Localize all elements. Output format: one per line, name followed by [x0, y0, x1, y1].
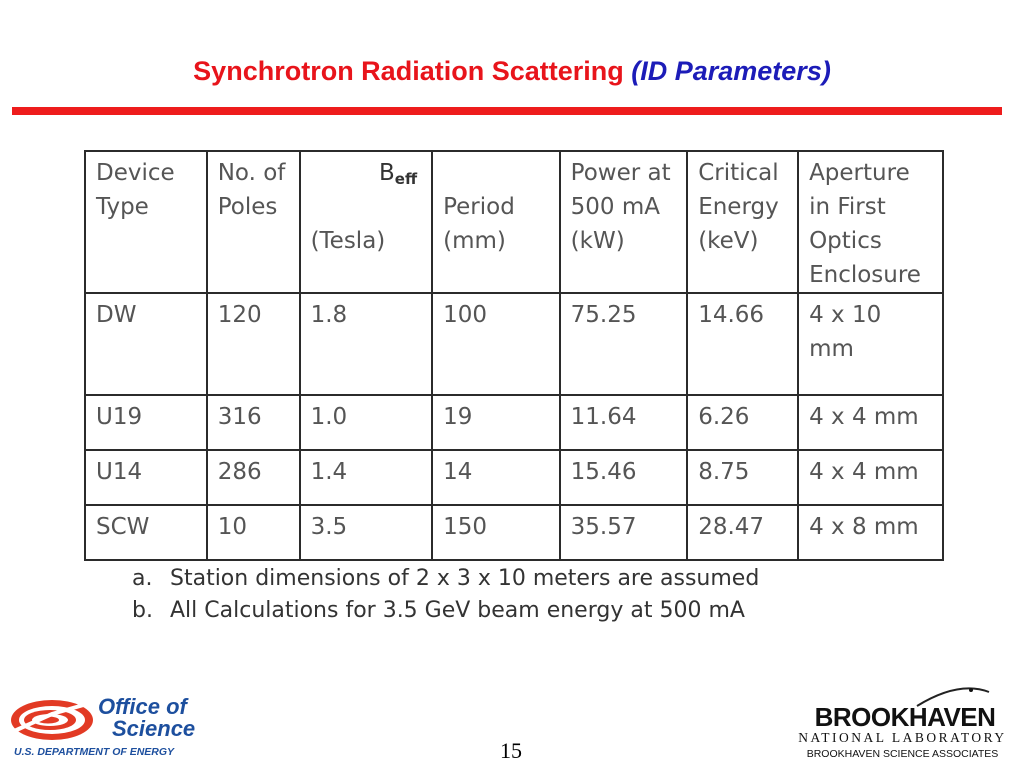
cell-poles: 10	[205, 503, 301, 562]
header-text: Enclosure	[809, 262, 921, 288]
beff-main: B	[378, 160, 395, 186]
beff-symbol: Beff	[311, 156, 422, 224]
cell-critical-energy: 28.47	[686, 503, 800, 562]
doe-line-3: U.S. DEPARTMENT OF ENERGY	[14, 746, 175, 758]
header-text: Type	[96, 194, 149, 220]
table-row: U19 316 1.0 19 11.64 6.26 4 x 4 mm	[84, 393, 944, 451]
note-key: b.	[132, 598, 153, 623]
note-item: b. All Calculations for 3.5 GeV beam ene…	[132, 595, 759, 627]
header-unit: (kW)	[570, 228, 625, 254]
cell-critical-energy: 14.66	[686, 292, 800, 396]
header-critical-energy: Critical Energy (keV)	[686, 150, 800, 294]
note-text: Station dimensions of 2 x 3 x 10 meters …	[170, 566, 760, 591]
header-text: Poles	[217, 194, 278, 220]
cell-poles: 316	[205, 393, 301, 451]
cell-poles: 120	[205, 292, 301, 396]
note-key: a.	[132, 566, 153, 591]
title-sub: (ID Parameters)	[631, 56, 831, 86]
header-text: Power at	[570, 160, 671, 186]
header-power: Power at 500 mA (kW)	[558, 150, 689, 294]
header-unit: (Tesla)	[310, 228, 386, 254]
doe-swirl-icon	[11, 700, 95, 740]
brookhaven-logo: BROOKHAVEN NATIONAL LABORATORY BROOKHAVE…	[795, 687, 1010, 764]
cell-beff: 3.5	[298, 503, 434, 562]
beff-sub: eff	[394, 170, 418, 188]
cell-critical-energy: 6.26	[686, 393, 800, 451]
cell-critical-energy: 8.75	[686, 448, 800, 506]
table-row: SCW 10 3.5 150 35.57 28.47 4 x 8 mm	[84, 503, 944, 562]
bnl-lab: NATIONAL LABORATORY	[798, 730, 1007, 745]
header-text: 500 mA	[570, 194, 661, 220]
office-of-science-logo: Office of Science U.S. DEPARTMENT OF ENE…	[8, 694, 213, 762]
header-period: Period (mm)	[431, 150, 561, 294]
bnl-name: BROOKHAVEN	[814, 702, 996, 732]
header-text: Optics	[809, 228, 882, 254]
cell-aperture: 4 x 10 mm	[797, 292, 944, 396]
cell-aperture: 4 x 4 mm	[797, 448, 944, 506]
cell-device: U14	[84, 448, 208, 506]
cell-power: 75.25	[558, 292, 689, 396]
spacer	[443, 156, 549, 190]
title-divider	[12, 107, 1002, 115]
table-row: DW 120 1.8 100 75.25 14.66 4 x 10 mm	[84, 292, 944, 396]
page-number: 15	[500, 738, 522, 763]
header-unit: (keV)	[698, 228, 759, 254]
header-text: Aperture	[809, 160, 910, 186]
cell-power: 11.64	[558, 393, 689, 451]
cell-device: SCW	[84, 503, 208, 562]
header-text: No. of	[217, 160, 286, 186]
bnl-swoosh-icon	[916, 687, 990, 707]
header-text: in First	[809, 194, 886, 220]
header-text: Period	[443, 194, 515, 220]
header-text: Critical	[698, 160, 779, 186]
cell-period: 150	[431, 503, 561, 562]
header-text: Device	[96, 160, 175, 186]
cell-power: 35.57	[558, 503, 689, 562]
table-header-row: Device Type No. of Poles Beff (Tesla) Pe…	[84, 150, 944, 294]
cell-beff: 1.0	[298, 393, 434, 451]
doe-line-1: Office of	[98, 694, 187, 719]
cell-device: DW	[84, 292, 208, 396]
cell-period: 19	[431, 393, 561, 451]
cell-power: 15.46	[558, 448, 689, 506]
cell-period: 100	[431, 292, 561, 396]
table-notes: a. Station dimensions of 2 x 3 x 10 mete…	[132, 563, 759, 627]
table-row: U14 286 1.4 14 15.46 8.75 4 x 4 mm	[84, 448, 944, 506]
cell-aperture: 4 x 8 mm	[797, 503, 944, 562]
header-beff: Beff (Tesla)	[298, 150, 434, 294]
note-item: a. Station dimensions of 2 x 3 x 10 mete…	[132, 563, 759, 595]
cell-aperture: 4 x 4 mm	[797, 393, 944, 451]
title-main: Synchrotron Radiation Scattering	[193, 56, 632, 86]
doe-line-2: Science	[112, 716, 196, 741]
header-poles: No. of Poles	[205, 150, 301, 294]
cell-period: 14	[431, 448, 561, 506]
header-text: Energy	[698, 194, 779, 220]
cell-poles: 286	[205, 448, 301, 506]
id-parameters-table: Device Type No. of Poles Beff (Tesla) Pe…	[84, 150, 944, 562]
header-device-type: Device Type	[84, 150, 208, 294]
cell-beff: 1.4	[298, 448, 434, 506]
header-aperture: Aperture in First Optics Enclosure	[797, 150, 944, 294]
bnl-associates: BROOKHAVEN SCIENCE ASSOCIATES	[806, 748, 999, 760]
cell-device: U19	[84, 393, 208, 451]
cell-beff: 1.8	[298, 292, 434, 396]
slide-title: Synchrotron Radiation Scattering (ID Par…	[0, 56, 1024, 87]
note-text: All Calculations for 3.5 GeV beam energy…	[170, 598, 745, 623]
header-unit: (mm)	[443, 228, 506, 254]
